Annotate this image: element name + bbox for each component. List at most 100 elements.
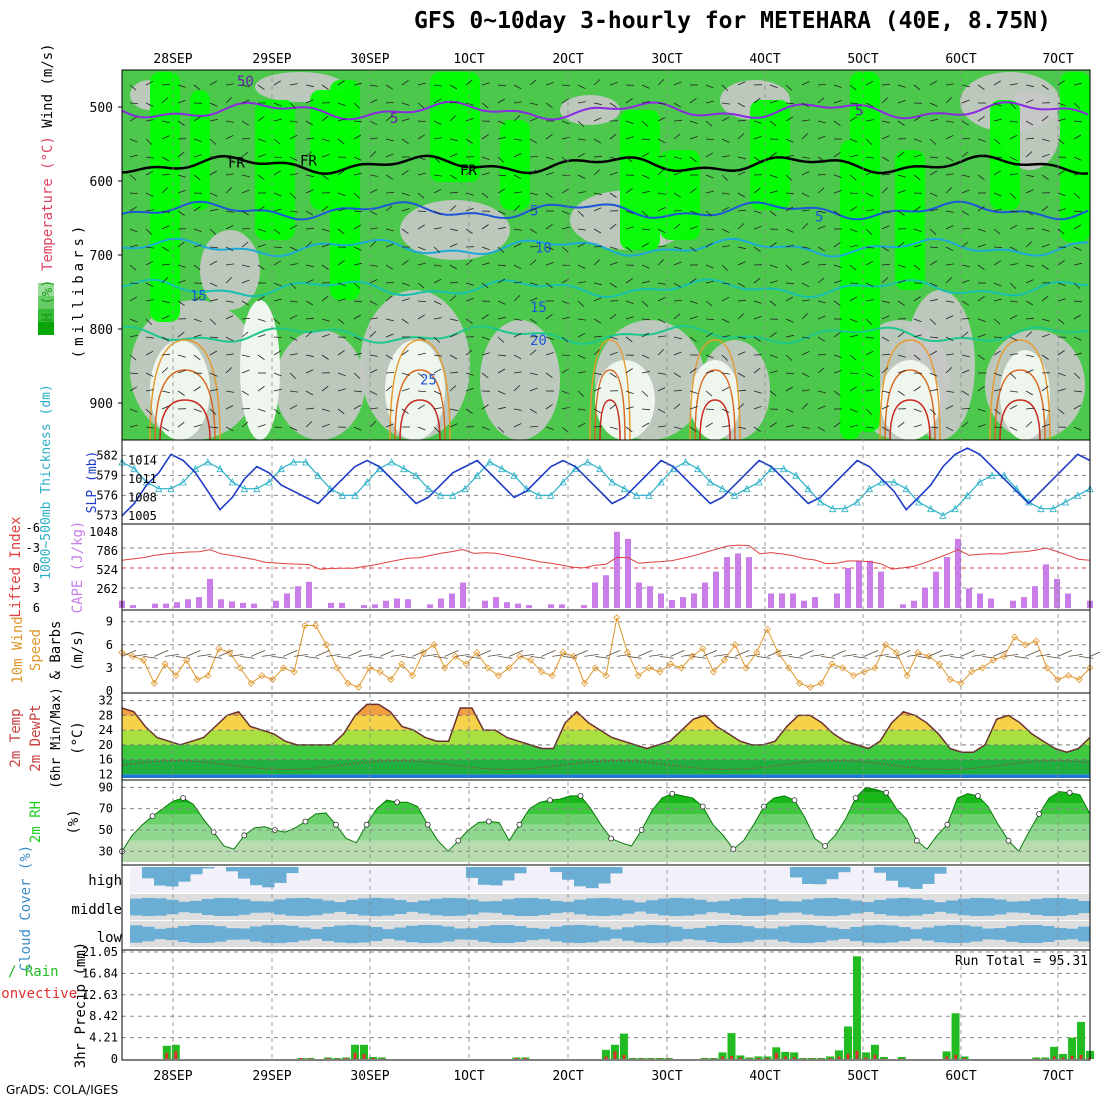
convective-bar xyxy=(729,1055,733,1059)
cape-bar xyxy=(933,571,939,608)
thickness-point xyxy=(265,478,273,486)
cloud-bar xyxy=(970,897,983,917)
rh-band xyxy=(122,814,1090,825)
cloud-bar xyxy=(958,898,971,916)
wind-barb xyxy=(577,84,586,89)
wind-barb xyxy=(241,241,249,248)
cloud-bar xyxy=(718,900,731,914)
rh-legend-swatch xyxy=(38,322,54,335)
wind-barb xyxy=(593,117,602,122)
wind-barb xyxy=(705,84,714,89)
wind-barb xyxy=(641,318,651,321)
wind-barb xyxy=(476,649,492,657)
wind-barb xyxy=(433,317,442,320)
wind-barb xyxy=(369,210,378,216)
wind-speed-point xyxy=(860,668,868,676)
wind-barb xyxy=(849,318,858,323)
date-label-top: 7OCT xyxy=(1042,52,1073,67)
convective-bar xyxy=(747,1058,751,1059)
thickness-point xyxy=(951,504,959,513)
cloud-bar xyxy=(478,901,491,913)
cloud-bar xyxy=(1018,925,1031,943)
wind-barb xyxy=(881,187,889,194)
wind-barb xyxy=(497,390,506,395)
warm-isotherm xyxy=(594,369,626,441)
cloud-bar xyxy=(598,927,611,941)
thickness-tick-label: 576 xyxy=(96,488,118,502)
wind-barb xyxy=(241,264,250,268)
wind-barb xyxy=(305,300,314,306)
temp-tick-label: 32 xyxy=(99,694,113,708)
cloud-bar xyxy=(1018,901,1031,913)
warm-isotherm xyxy=(889,399,931,441)
cloud-bar xyxy=(358,898,371,916)
cloud-bar xyxy=(166,927,179,941)
wind-barb xyxy=(321,228,330,232)
wind-barb xyxy=(529,259,537,266)
wind-barb xyxy=(641,390,649,397)
wind-barb xyxy=(929,246,939,249)
wind-speed-point xyxy=(484,664,492,672)
wind-barb xyxy=(689,210,698,214)
wind-barb xyxy=(177,300,185,306)
wind-barb xyxy=(721,192,730,195)
wind-speed-point xyxy=(279,664,287,672)
wind-barb xyxy=(358,653,373,657)
wind-barb xyxy=(945,336,954,342)
wind-barb xyxy=(673,102,682,108)
wind-barb xyxy=(385,372,395,374)
wind-tick-label: 3 xyxy=(106,661,113,675)
precip-bar xyxy=(951,1013,960,1059)
wind-barb xyxy=(257,264,265,271)
wind-speed-point xyxy=(709,668,718,676)
wind-barb xyxy=(670,649,685,657)
cloud-bar xyxy=(394,900,407,914)
cloud-bar xyxy=(514,898,527,916)
wind-barb xyxy=(529,246,539,248)
wind-speed-point xyxy=(376,668,384,676)
wind-barb xyxy=(1009,353,1018,356)
wind-barb xyxy=(577,174,586,179)
wind-barb xyxy=(465,79,473,86)
cloud-bar xyxy=(742,926,755,942)
cloud-bar xyxy=(346,899,359,915)
wind-barb xyxy=(209,372,218,377)
temp-tick-label: 28 xyxy=(99,708,113,722)
wind-barb xyxy=(161,135,170,140)
wind-barb xyxy=(865,192,874,197)
wind-barb xyxy=(129,116,138,122)
wind-barb xyxy=(529,372,538,376)
wind-barb xyxy=(689,246,697,253)
precip-bar xyxy=(763,1056,772,1059)
wind-barb xyxy=(497,278,506,284)
wind-barb xyxy=(401,118,410,122)
cloud-bar xyxy=(646,924,659,944)
wind-barb xyxy=(737,351,746,356)
wind-speed-point xyxy=(796,679,804,687)
rh-legend-swatch xyxy=(38,309,54,322)
date-label-top: 29SEP xyxy=(252,52,291,67)
rh-point xyxy=(455,837,462,844)
wind-barb xyxy=(817,84,827,86)
thickness-point xyxy=(277,464,285,473)
wind-barb xyxy=(513,281,522,284)
wind-barb xyxy=(1057,138,1065,145)
precip-tick-label: 16.84 xyxy=(82,966,118,980)
cape-bar xyxy=(284,593,290,608)
wind-barb xyxy=(289,404,298,410)
wind-speed-point xyxy=(516,652,524,660)
wind-barb xyxy=(1057,298,1066,302)
wind-barb xyxy=(961,369,970,374)
cloud-bar xyxy=(1054,898,1067,916)
wind-barb xyxy=(433,188,442,194)
cloud-bar xyxy=(946,900,959,914)
wind-barb xyxy=(1009,426,1018,431)
cape-bar xyxy=(229,601,235,608)
wind-speed-point xyxy=(247,679,255,687)
wind-barb xyxy=(881,173,891,176)
wind-barb xyxy=(321,153,330,158)
cape-bar xyxy=(438,598,444,608)
wind-barb xyxy=(353,336,362,341)
contour-label: 50 xyxy=(237,74,254,90)
wind-barb xyxy=(849,408,858,413)
